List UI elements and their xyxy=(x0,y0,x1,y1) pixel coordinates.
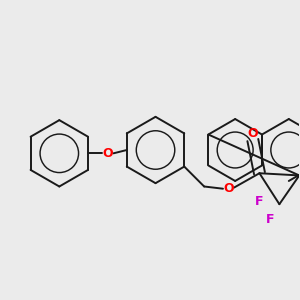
Text: F: F xyxy=(266,213,275,226)
Text: O: O xyxy=(103,147,113,160)
Text: O: O xyxy=(248,127,258,140)
Text: F: F xyxy=(255,196,264,208)
Text: O: O xyxy=(223,182,234,195)
